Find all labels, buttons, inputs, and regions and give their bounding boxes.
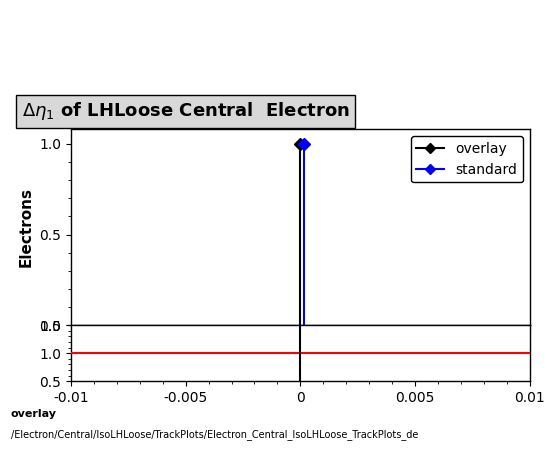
- Text: /Electron/Central/IsoLHLoose/TrackPlots/Electron_Central_IsoLHLoose_TrackPlots_d: /Electron/Central/IsoLHLoose/TrackPlots/…: [11, 429, 418, 440]
- Legend: overlay, standard: overlay, standard: [411, 136, 523, 182]
- Y-axis label: Electrons: Electrons: [19, 187, 34, 267]
- Text: $\Delta\eta_{1}$ of LHLoose Central  Electron: $\Delta\eta_{1}$ of LHLoose Central Elec…: [22, 100, 350, 122]
- Text: overlay: overlay: [11, 409, 57, 419]
